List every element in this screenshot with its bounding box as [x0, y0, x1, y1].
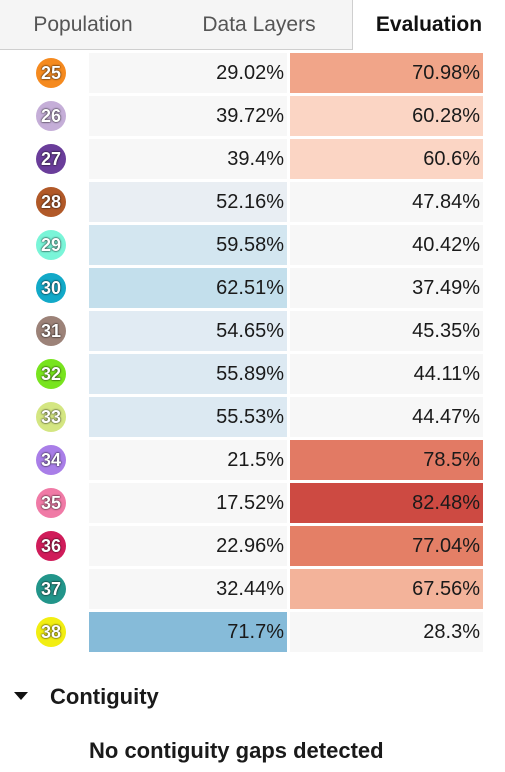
share-a-cell: 54.65% — [89, 311, 287, 351]
district-badge[interactable]: 27 — [36, 144, 66, 174]
share-a-cell: 21.5% — [89, 440, 287, 480]
share-b-cell: 44.11% — [290, 354, 483, 394]
share-a-cell: 22.96% — [89, 526, 287, 566]
share-a-cell: 17.52% — [89, 483, 287, 523]
share-b-cell: 77.04% — [290, 526, 483, 566]
district-badge[interactable]: 29 — [36, 230, 66, 260]
table-row: 32 55.89% 44.11% — [0, 354, 505, 394]
share-b-cell: 60.6% — [290, 139, 483, 179]
tab-evaluation[interactable]: Evaluation — [353, 0, 505, 50]
table-row: 38 71.7% 28.3% — [0, 612, 505, 652]
share-a-cell: 29.02% — [89, 53, 287, 93]
share-a-cell: 52.16% — [89, 182, 287, 222]
section-title: Contiguity — [50, 684, 159, 709]
share-b-cell: 67.56% — [290, 569, 483, 609]
district-badge[interactable]: 30 — [36, 273, 66, 303]
district-badge[interactable]: 32 — [36, 359, 66, 389]
district-badge[interactable]: 33 — [36, 402, 66, 432]
district-badge[interactable]: 26 — [36, 101, 66, 131]
table-row: 29 59.58% 40.42% — [0, 225, 505, 265]
district-badge[interactable]: 28 — [36, 187, 66, 217]
district-badge[interactable]: 34 — [36, 445, 66, 475]
share-b-cell: 78.5% — [290, 440, 483, 480]
share-a-cell: 71.7% — [89, 612, 287, 652]
district-badge[interactable]: 36 — [36, 531, 66, 561]
share-a-cell: 62.51% — [89, 268, 287, 308]
tab-bar: Population Data Layers Evaluation — [0, 0, 505, 50]
table-row: 26 39.72% 60.28% — [0, 96, 505, 136]
share-a-cell: 32.44% — [89, 569, 287, 609]
tab-population[interactable]: Population — [0, 0, 166, 50]
share-b-cell: 70.98% — [290, 53, 483, 93]
table-row: 33 55.53% 44.47% — [0, 397, 505, 437]
district-badge[interactable]: 35 — [36, 488, 66, 518]
share-b-cell: 37.49% — [290, 268, 483, 308]
tab-data-layers[interactable]: Data Layers — [166, 0, 353, 50]
table-row: 31 54.65% 45.35% — [0, 311, 505, 351]
share-b-cell: 47.84% — [290, 182, 483, 222]
table-row: 34 21.5% 78.5% — [0, 440, 505, 480]
share-a-cell: 39.72% — [89, 96, 287, 136]
table-row: 28 52.16% 47.84% — [0, 182, 505, 222]
district-badge[interactable]: 38 — [36, 617, 66, 647]
district-badge[interactable]: 37 — [36, 574, 66, 604]
share-b-cell: 82.48% — [290, 483, 483, 523]
share-a-cell: 55.53% — [89, 397, 287, 437]
caret-down-icon[interactable] — [14, 692, 28, 700]
table-row: 27 39.4% 60.6% — [0, 139, 505, 179]
share-a-cell: 39.4% — [89, 139, 287, 179]
district-badge[interactable]: 31 — [36, 316, 66, 346]
contiguity-message: No contiguity gaps detected — [89, 738, 384, 763]
share-b-cell: 44.47% — [290, 397, 483, 437]
table-row: 30 62.51% 37.49% — [0, 268, 505, 308]
table-row: 36 22.96% 77.04% — [0, 526, 505, 566]
table-row: 25 29.02% 70.98% — [0, 53, 505, 93]
share-b-cell: 45.35% — [290, 311, 483, 351]
table-row: 35 17.52% 82.48% — [0, 483, 505, 523]
district-badge[interactable]: 25 — [36, 58, 66, 88]
share-b-cell: 40.42% — [290, 225, 483, 265]
share-b-cell: 28.3% — [290, 612, 483, 652]
share-a-cell: 59.58% — [89, 225, 287, 265]
table-row: 37 32.44% 67.56% — [0, 569, 505, 609]
share-b-cell: 60.28% — [290, 96, 483, 136]
share-a-cell: 55.89% — [89, 354, 287, 394]
